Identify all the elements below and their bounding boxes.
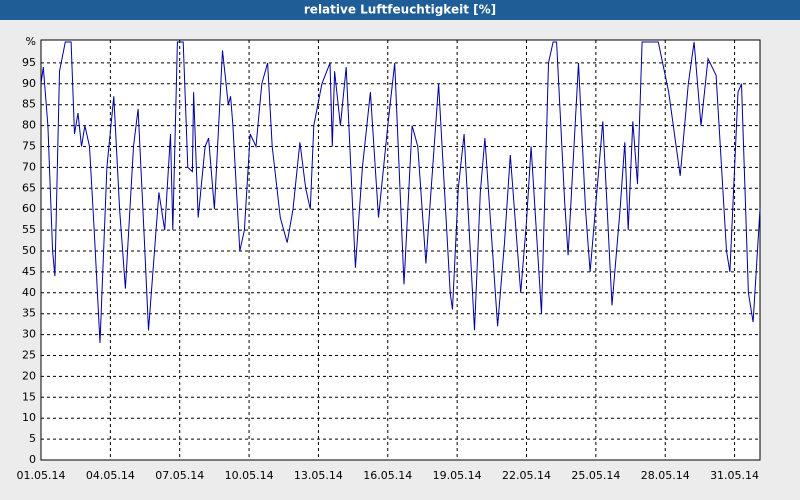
y-tick-label: 0 — [29, 453, 36, 466]
y-tick-label: 85 — [22, 98, 36, 111]
x-tick-label: 07.05.14 — [155, 469, 204, 482]
y-tick-label: 90 — [22, 77, 36, 90]
y-tick-label: 65 — [22, 181, 36, 194]
y-tick-label: 60 — [22, 202, 36, 215]
x-tick-label: 10.05.14 — [225, 469, 274, 482]
chart-title: relative Luftfeuchtigkeit [%] — [304, 3, 496, 17]
data-line — [40, 41, 761, 344]
x-tick-label: 25.05.14 — [571, 469, 620, 482]
y-tick-label: 10 — [22, 411, 36, 424]
y-tick-label: 45 — [22, 265, 36, 278]
plot-area — [40, 39, 761, 461]
y-tick-label: 40 — [22, 286, 36, 299]
title-bar — [0, 0, 800, 20]
y-tick-label: 70 — [22, 160, 36, 173]
y-tick-label: 35 — [22, 307, 36, 320]
y-tick-label: 30 — [22, 328, 36, 341]
x-tick-label: 13.05.14 — [294, 469, 343, 482]
y-tick-label: 15 — [22, 390, 36, 403]
x-tick-label: 28.05.14 — [641, 469, 690, 482]
y-tick-label: % — [26, 35, 36, 48]
x-tick-label: 19.05.14 — [433, 469, 482, 482]
y-tick-label: 95 — [22, 56, 36, 69]
x-tick-label: 22.05.14 — [502, 469, 551, 482]
x-tick-label: 04.05.14 — [86, 469, 135, 482]
y-tick-label: 80 — [22, 119, 36, 132]
x-tick-label: 31.05.14 — [710, 469, 759, 482]
y-tick-label: 50 — [22, 244, 36, 257]
y-tick-label: 20 — [22, 369, 36, 382]
x-tick-label: 01.05.14 — [17, 469, 66, 482]
y-tick-label: 25 — [22, 349, 36, 362]
y-tick-label: 5 — [29, 432, 36, 445]
x-tick-label: 16.05.14 — [363, 469, 412, 482]
y-tick-label: 75 — [22, 140, 36, 153]
y-tick-label: 55 — [22, 223, 36, 236]
